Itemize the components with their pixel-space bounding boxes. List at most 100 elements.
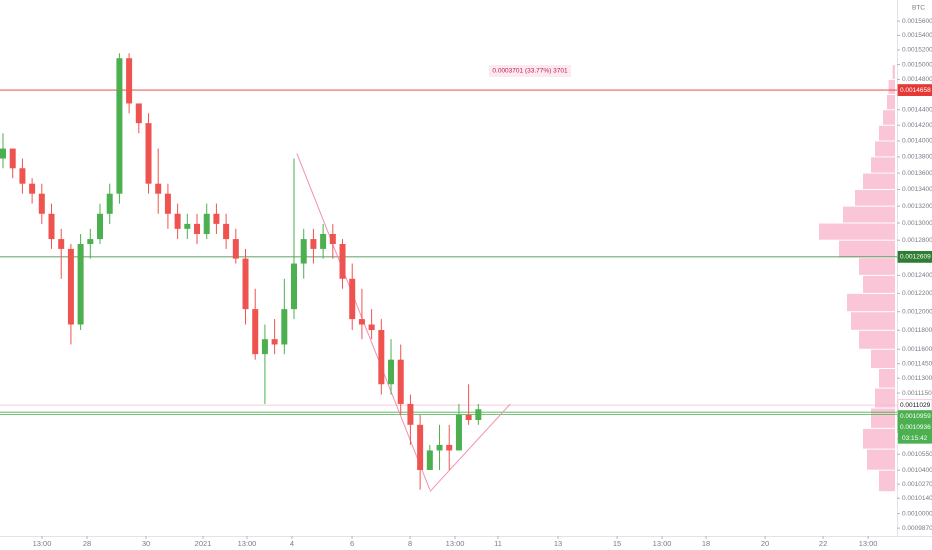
volume-profile-bar <box>883 110 895 125</box>
volume-profile-bar <box>839 240 895 258</box>
volume-profile-bar <box>888 79 895 94</box>
x-tick-label: 20 <box>761 539 769 548</box>
x-tick-label: 13:00 <box>653 539 672 548</box>
y-tick-label: 0.0012800 <box>902 237 932 244</box>
volume-profile-bar <box>879 125 895 141</box>
x-tick-label: 11 <box>494 539 502 548</box>
volume-profile-bar <box>819 223 895 240</box>
candle-body <box>9 148 16 169</box>
x-tick-label: 13 <box>554 539 562 548</box>
candle-body <box>242 258 249 310</box>
candle-body <box>87 239 94 245</box>
volume-profile-bar <box>863 275 895 293</box>
candle-body <box>426 450 433 470</box>
y-tick-label: 0.0014000 <box>902 138 932 145</box>
candle-body <box>436 444 443 451</box>
candle-body <box>77 244 84 325</box>
y-tick-label: 0.0013200 <box>902 203 932 210</box>
volume-profile-bar <box>875 141 895 157</box>
candle-body <box>48 213 55 240</box>
candle-body <box>446 444 453 451</box>
x-tick-label: 18 <box>702 539 710 548</box>
y-tick-label: 0.0014400 <box>902 106 932 113</box>
y-tick-label: 0.0012200 <box>902 290 932 297</box>
y-tick-label: 0.0010000 <box>902 510 932 517</box>
y-tick-label: 0.0010140 <box>902 495 932 502</box>
x-tick-label: 2021 <box>195 539 212 548</box>
candle-body <box>126 58 133 104</box>
y-tick-label: 0.0011450 <box>902 360 932 367</box>
y-tick-label: 0.0015000 <box>902 61 932 68</box>
y-tick-label: 0.0011800 <box>902 327 932 334</box>
candle-body <box>417 424 424 470</box>
y-tick-label: 0.0014200 <box>902 122 932 129</box>
y-tick-label: 0.0015600 <box>902 18 932 25</box>
price-label: 0.0014658 <box>900 87 931 94</box>
candle-body <box>184 223 191 229</box>
candle-body <box>67 248 74 325</box>
candle-body <box>29 183 36 194</box>
candle-body <box>19 168 26 184</box>
y-tick-label: 0.0010550 <box>902 451 932 458</box>
candle-body <box>349 278 356 320</box>
y-tick-label: 0.0015400 <box>902 32 932 39</box>
price-label: 0.0012609 <box>900 254 931 261</box>
x-tick-label: 13:00 <box>238 539 257 548</box>
x-tick-label: 13:00 <box>859 539 878 548</box>
candle-body <box>0 148 7 159</box>
y-tick-label: 0.0014800 <box>902 76 932 83</box>
volume-profile-bar <box>847 293 895 312</box>
volume-profile-bar <box>867 449 895 470</box>
volume-profile-bar <box>859 330 895 349</box>
measure-label: 0.0003701 (33.77%) 3701 <box>492 68 568 75</box>
y-tick-label: 0.0011300 <box>902 375 932 382</box>
candle-body <box>106 193 113 214</box>
y-tick-label: 0.0011150 <box>902 390 932 397</box>
x-tick-label: 28 <box>83 539 91 548</box>
candle-body <box>38 193 45 214</box>
candle-body <box>291 263 298 310</box>
volume-profile-bar <box>871 157 895 173</box>
candle-body <box>155 183 162 194</box>
candle-body <box>339 244 346 279</box>
y-tick-label: 0.0015200 <box>902 47 932 54</box>
countdown: 03:15:42 <box>902 435 928 442</box>
y-tick-label: 0.0009870 <box>902 525 932 532</box>
candle-body <box>300 239 307 264</box>
volume-profile-bar <box>875 388 895 408</box>
price-label: 0.0011029 <box>900 402 931 409</box>
y-tick-label: 0.0012400 <box>902 272 932 279</box>
candle-body <box>174 213 181 229</box>
candle-body <box>116 58 123 194</box>
volume-profile-bar <box>851 312 895 330</box>
candle-body <box>58 239 65 249</box>
y-tick-label: 0.0012000 <box>902 308 932 315</box>
x-tick-label: 30 <box>142 539 150 548</box>
y-tick-label: 0.0011600 <box>902 346 932 353</box>
price-label-box <box>897 250 932 263</box>
volume-profile-bar <box>859 258 895 275</box>
candle-body <box>329 233 336 245</box>
x-tick-label: 6 <box>350 539 354 548</box>
candle-body <box>378 330 385 385</box>
y-tick-label: 0.0013000 <box>902 220 932 227</box>
price-label: 0.0010936 <box>900 424 931 431</box>
volume-profile-bar <box>879 368 895 388</box>
y-tick-label: 0.0013400 <box>902 186 932 193</box>
volume-profile-bar <box>863 428 895 449</box>
candle-body <box>261 339 268 355</box>
measure-box <box>489 65 571 77</box>
candle-body <box>145 123 152 184</box>
candle-body <box>465 414 472 421</box>
volume-profile-bar <box>863 173 895 189</box>
y-tick-label: 0.0010400 <box>902 467 932 474</box>
volume-profile-bar <box>855 189 895 206</box>
candle-body <box>407 403 414 425</box>
trendline <box>429 403 511 493</box>
y-tick-label: 0.0013800 <box>902 154 932 161</box>
volume-profile-bar <box>892 65 895 79</box>
candle-body <box>232 239 239 259</box>
price-label-box <box>897 84 932 96</box>
candle-body <box>194 223 201 234</box>
candle-body <box>164 193 171 214</box>
